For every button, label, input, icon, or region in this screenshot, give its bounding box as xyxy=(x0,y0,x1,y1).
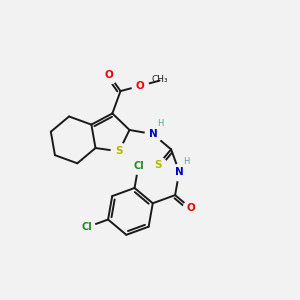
Text: CH₃: CH₃ xyxy=(151,75,168,84)
Text: O: O xyxy=(104,70,113,80)
Text: O: O xyxy=(136,81,144,91)
Text: S: S xyxy=(115,146,123,156)
Text: N: N xyxy=(148,129,157,139)
Text: O: O xyxy=(186,203,195,213)
Text: Cl: Cl xyxy=(133,161,144,171)
Text: N: N xyxy=(175,167,184,177)
Text: H: H xyxy=(157,119,163,128)
Text: S: S xyxy=(154,160,162,170)
Text: H: H xyxy=(183,157,190,166)
Text: Cl: Cl xyxy=(82,222,92,232)
